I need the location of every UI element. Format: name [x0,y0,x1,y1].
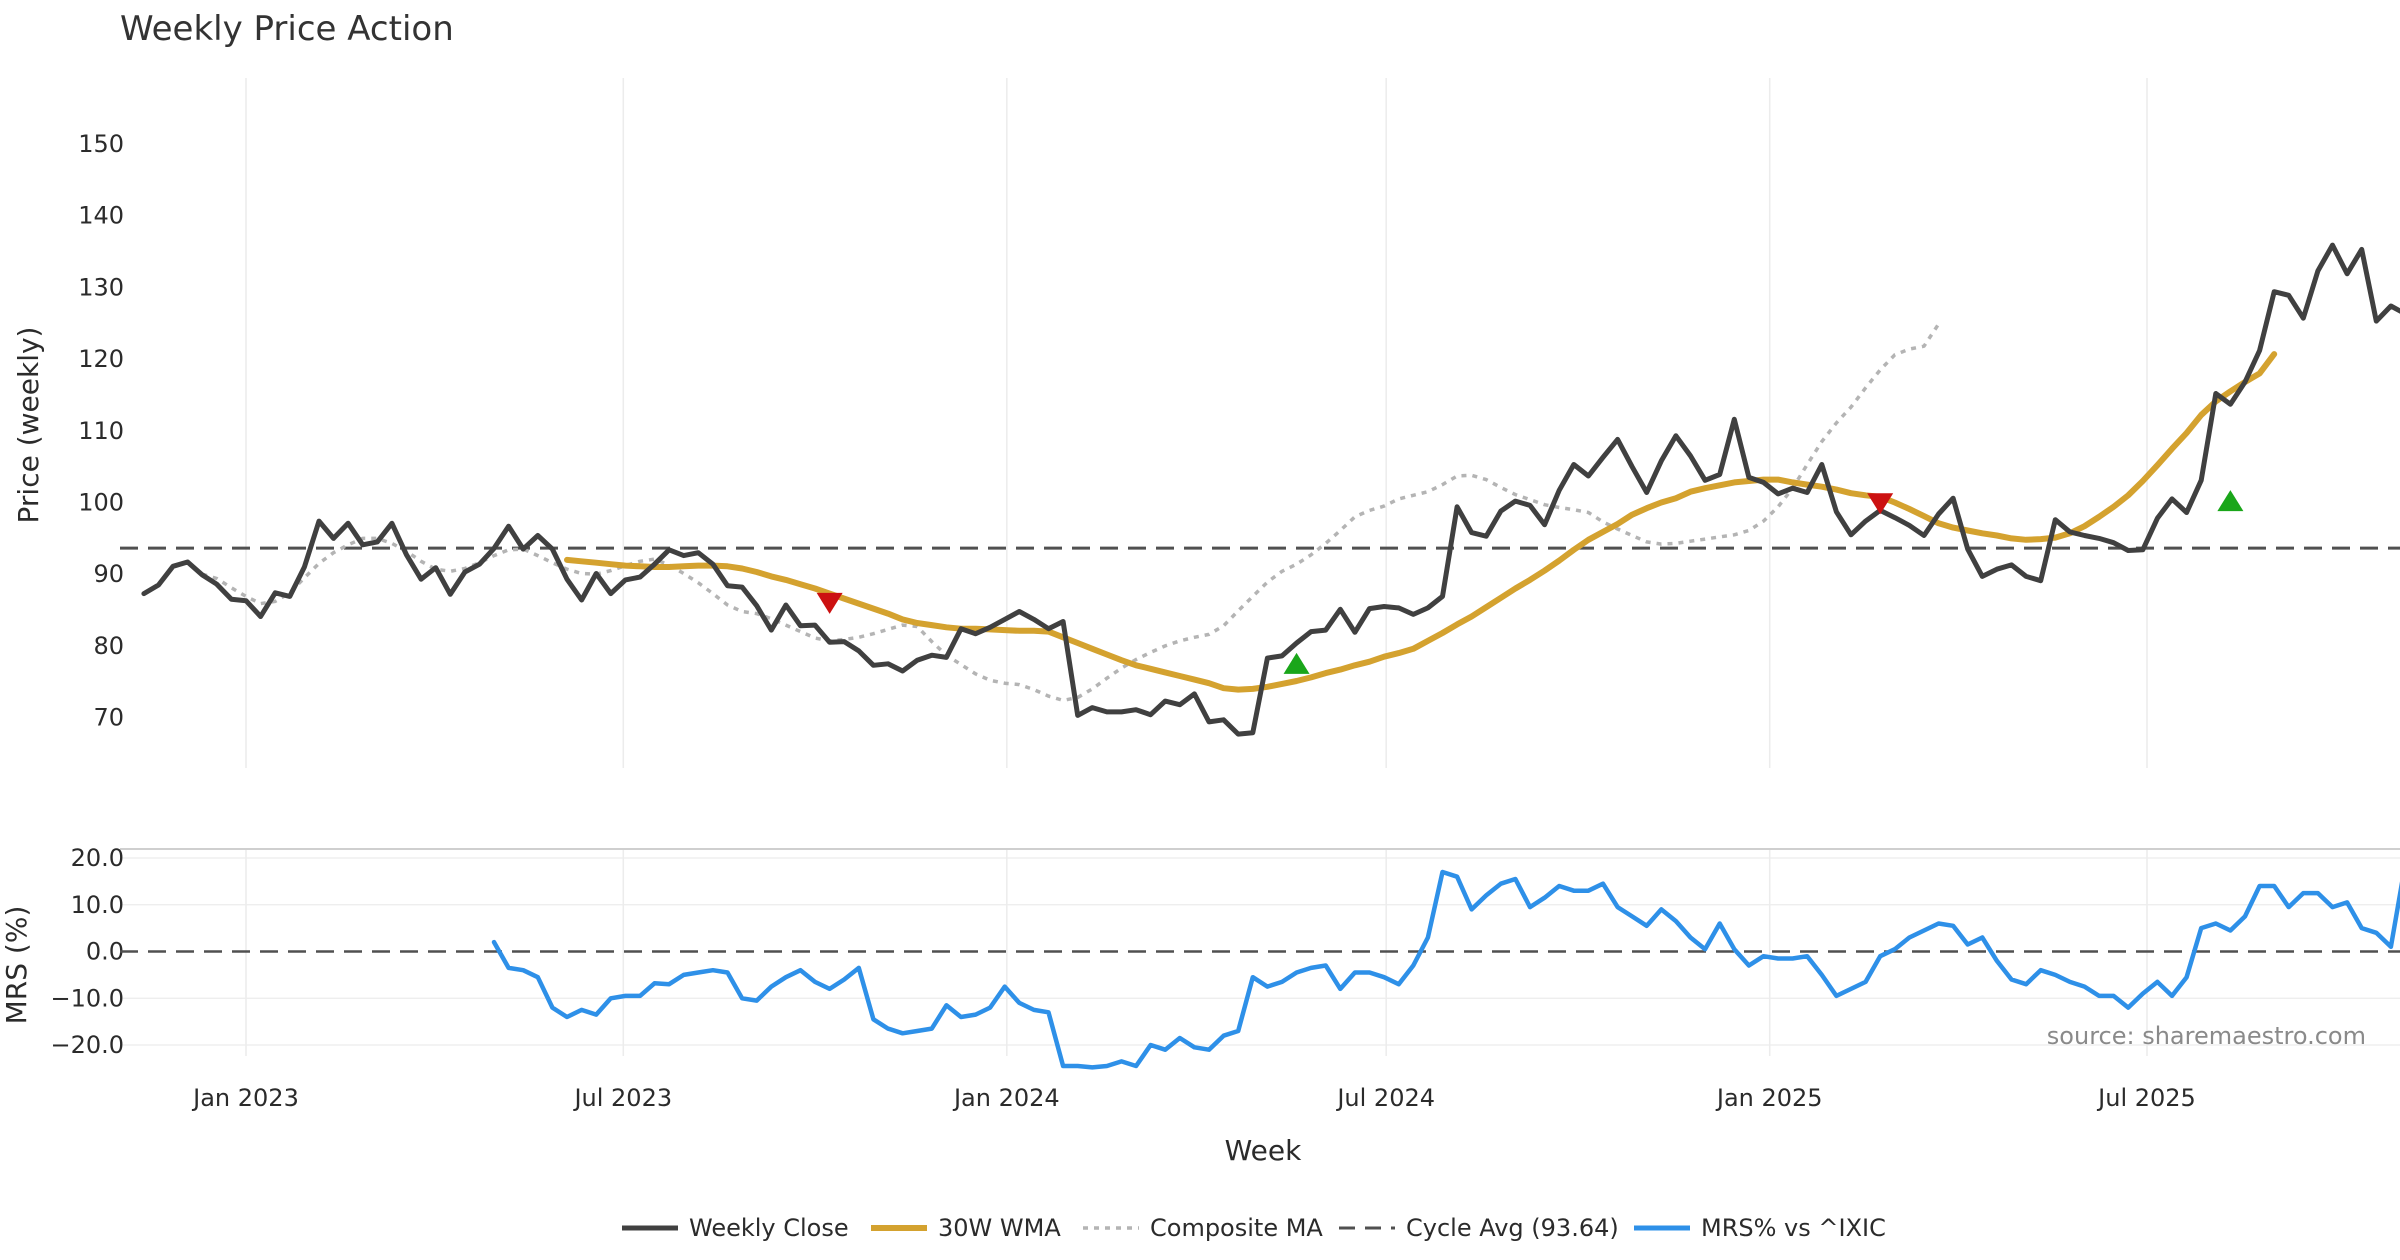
x-axis-ticks: Jan 2023 Jul 2023 Jan 2024 Jul 2024 Jan 2025… [191,1084,2196,1112]
price-y-tick-label: 120 [78,345,124,373]
sell-signal-marker [1867,493,1894,515]
mrs-y-tick-label: −10.0 [50,984,124,1012]
price-y-axis-title: Price (weekly) [12,327,45,524]
signal-markers [816,490,2244,674]
legend-label: 30W WMA [938,1214,1061,1242]
composite-ma-line [201,323,1941,703]
mrs-y-tick-label: −20.0 [50,1031,124,1059]
wma-30w-line [564,351,2278,693]
price-y-ticks: 70 80 90 100 110 120 130 140 150 [78,130,124,732]
price-y-tick-label: 100 [78,489,124,517]
legend-label: Weekly Close [689,1214,849,1242]
sell-signal-marker [816,592,843,614]
x-tick-label: Jul 2024 [1335,1084,1435,1112]
legend-label: Cycle Avg (93.64) [1406,1214,1619,1242]
weekly-close-line [141,242,2400,737]
x-axis-title: Week [1225,1134,1302,1167]
mrs-line [491,869,2400,1070]
legend-label: Composite MA [1150,1214,1323,1242]
mrs-y-tick-label: 0.0 [86,938,124,966]
legend: Weekly Close 30W WMA Composite MA Cycle Avg… [622,1214,1886,1242]
buy-signal-marker [1283,652,1310,674]
x-tick-label: Jul 2025 [2096,1084,2196,1112]
mrs-y-ticks: 20.0 10.0 0.0 −10.0 −20.0 [50,844,124,1059]
price-y-tick-label: 140 [78,202,124,230]
series-layer [120,242,2400,1070]
mrs-y-tick-label: 10.0 [71,891,124,919]
mrs-y-tick-label: 20.0 [71,844,124,872]
mrs-panel-grid [120,849,2400,1056]
price-y-tick-label: 80 [93,632,124,660]
source-note: source: sharemaestro.com [2047,1022,2366,1050]
price-y-tick-label: 70 [93,704,124,732]
buy-signal-marker [2217,490,2244,512]
x-tick-label: Jan 2025 [1715,1084,1823,1112]
mrs-y-axis-title: MRS (%) [0,906,33,1025]
x-tick-label: Jan 2024 [952,1084,1060,1112]
x-tick-label: Jan 2023 [191,1084,299,1112]
legend-label: MRS% vs ^IXIC [1701,1214,1886,1242]
price-y-tick-label: 150 [78,130,124,158]
chart-title: Weekly Price Action [120,9,454,49]
price-y-tick-label: 130 [78,273,124,301]
price-y-tick-label: 90 [93,560,124,588]
price-y-tick-label: 110 [78,417,124,445]
x-tick-label: Jul 2023 [572,1084,672,1112]
price-panel-grid [245,78,2148,768]
